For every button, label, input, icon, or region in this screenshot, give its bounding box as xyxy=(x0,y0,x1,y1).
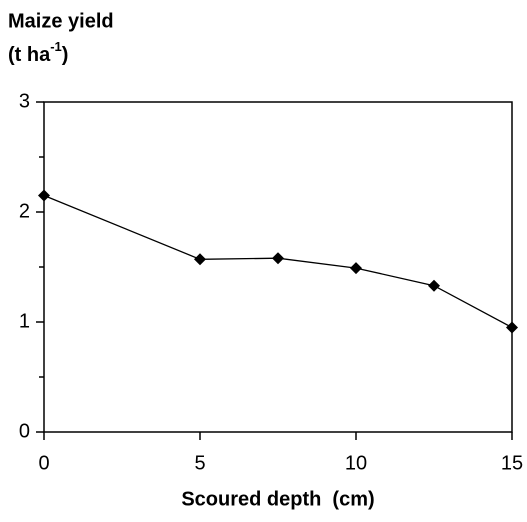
x-tick-label: 15 xyxy=(501,452,523,474)
x-tick-label: 5 xyxy=(194,452,205,474)
y-tick-label: 0 xyxy=(19,420,30,442)
y-axis-label-part: (t ha xyxy=(8,44,51,66)
y-tick-label: 1 xyxy=(19,310,30,332)
plot-frame xyxy=(43,101,513,433)
x-tick-label: 10 xyxy=(345,452,367,474)
x-axis-label: Scoured depth (cm) xyxy=(181,488,374,510)
data-line xyxy=(43,194,513,329)
y-axis-label-sup: -1 xyxy=(50,39,62,54)
data-point xyxy=(428,279,440,292)
y-tick-label: 2 xyxy=(19,200,30,222)
y-axis-label: (t ha-1) xyxy=(8,39,68,66)
y-axis-label-part: ) xyxy=(62,44,69,66)
data-point xyxy=(506,321,518,334)
data-point xyxy=(350,262,362,275)
data-point xyxy=(194,253,206,266)
y-tick-label: 3 xyxy=(19,90,30,112)
x-tick-label: 0 xyxy=(38,452,49,474)
data-point xyxy=(38,189,50,202)
y-axis-label: Maize yield xyxy=(8,10,114,32)
data-point xyxy=(272,252,284,265)
